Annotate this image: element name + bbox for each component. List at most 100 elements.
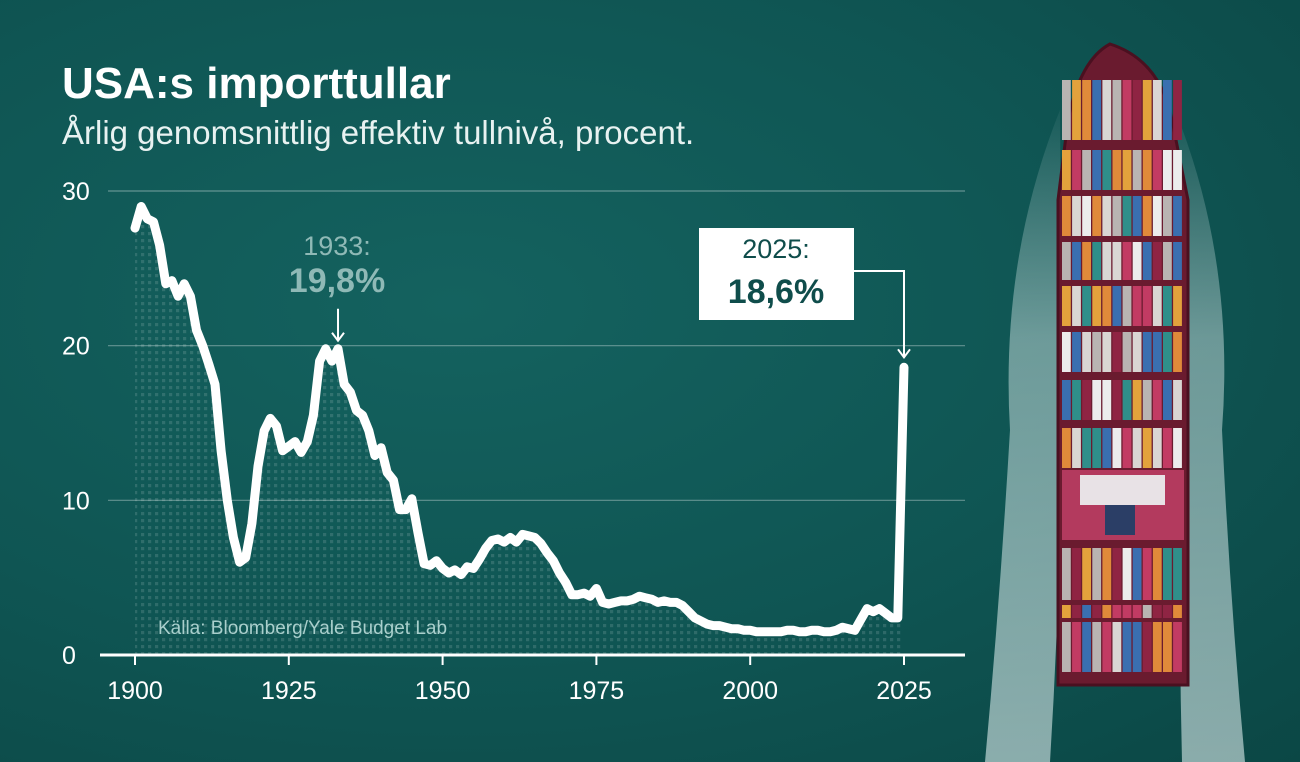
x-tick-label: 1925 <box>261 677 317 705</box>
cargo-container <box>1132 286 1142 326</box>
cargo-container <box>1152 196 1162 236</box>
cargo-container <box>1132 332 1142 372</box>
cargo-container <box>1072 605 1081 618</box>
cargo-container <box>1173 380 1182 420</box>
cargo-container <box>1142 380 1152 420</box>
cargo-container <box>1062 380 1071 420</box>
cargo-container <box>1173 80 1182 140</box>
cargo-container <box>1102 196 1112 236</box>
area-fill <box>135 206 904 655</box>
y-tick-label: 20 <box>62 333 90 361</box>
cargo-container <box>1082 622 1091 672</box>
cargo-container <box>1152 150 1162 190</box>
x-tick-label: 2000 <box>722 677 778 705</box>
cargo-container <box>1082 80 1091 140</box>
cargo-container <box>1092 622 1102 672</box>
cargo-container <box>1102 622 1112 672</box>
cargo-container <box>1122 380 1132 420</box>
cargo-container <box>1072 428 1081 468</box>
cargo-container <box>1132 548 1142 600</box>
cargo-container <box>1173 548 1182 600</box>
cargo-container <box>1112 605 1122 618</box>
cargo-container <box>1132 622 1142 672</box>
cargo-container <box>1072 332 1081 372</box>
cargo-container <box>1112 150 1122 190</box>
cargo-container <box>1082 242 1091 280</box>
cargo-container <box>1163 622 1172 672</box>
y-tick-label: 0 <box>62 642 76 670</box>
cargo-container <box>1173 332 1182 372</box>
cargo-container <box>1102 428 1112 468</box>
x-tick-label: 1950 <box>415 677 471 705</box>
cargo-container <box>1102 332 1112 372</box>
cargo-container <box>1092 80 1102 140</box>
cargo-container <box>1082 428 1091 468</box>
cargo-container <box>1152 332 1162 372</box>
y-tick-label: 30 <box>62 178 90 206</box>
cargo-container <box>1152 548 1162 600</box>
annotation-2025-box <box>699 228 854 320</box>
cargo-container <box>1082 332 1091 372</box>
cargo-container <box>1082 196 1091 236</box>
cargo-container <box>1122 622 1132 672</box>
cargo-container <box>1163 548 1172 600</box>
cargo-container <box>1163 150 1172 190</box>
cargo-container <box>1173 605 1182 618</box>
cargo-container <box>1142 622 1152 672</box>
cargo-container <box>1092 380 1102 420</box>
cargo-container <box>1173 622 1182 672</box>
container-ship-photo <box>985 42 1245 762</box>
cargo-container <box>1112 622 1122 672</box>
cargo-container <box>1163 80 1172 140</box>
cargo-container <box>1122 428 1132 468</box>
cargo-container <box>1102 242 1112 280</box>
cargo-container <box>1142 196 1152 236</box>
cargo-container <box>1122 286 1132 326</box>
cargo-container <box>1102 150 1112 190</box>
y-axis-ticks: 0 10 20 30 <box>62 178 90 670</box>
cargo-container <box>1092 150 1102 190</box>
cargo-container <box>1173 196 1182 236</box>
cargo-container <box>1122 332 1132 372</box>
cargo-container <box>1102 286 1112 326</box>
cargo-container <box>1092 605 1102 618</box>
cargo-container <box>1062 242 1071 280</box>
arrow-2025-path <box>854 270 911 359</box>
source-note: Källa: Bloomberg/Yale Budget Lab <box>158 618 447 639</box>
cargo-container <box>1072 380 1081 420</box>
cargo-container <box>1102 605 1112 618</box>
cargo-container <box>1132 380 1142 420</box>
cargo-container <box>1082 150 1091 190</box>
cargo-container <box>1112 286 1122 326</box>
annotation-1933-year: 1933: <box>303 231 371 261</box>
cargo-container <box>1062 332 1071 372</box>
cargo-container <box>1072 80 1081 140</box>
x-tick-label: 2025 <box>876 677 932 705</box>
cargo-container <box>1152 242 1162 280</box>
annotation-2025-value: 18,6% <box>728 273 824 311</box>
cargo-container <box>1112 548 1122 600</box>
x-tick-label: 1975 <box>569 677 625 705</box>
y-tick-label: 10 <box>62 487 90 515</box>
cargo-container <box>1122 196 1132 236</box>
cargo-container <box>1092 286 1102 326</box>
cargo-container <box>1132 242 1142 280</box>
cargo-container <box>1122 80 1132 140</box>
cargo-container <box>1142 242 1152 280</box>
annotation-1933-arrow <box>331 308 345 343</box>
cargo-container <box>1092 196 1102 236</box>
cargo-container <box>1092 548 1102 600</box>
cargo-container <box>1082 605 1091 618</box>
cargo-container <box>1062 196 1071 236</box>
cargo-container <box>1072 150 1081 190</box>
cargo-container <box>1132 605 1142 618</box>
cargo-container <box>1152 286 1162 326</box>
cargo-container <box>1102 380 1112 420</box>
cargo-container <box>1163 605 1172 618</box>
annotation-2025: 2025: 18,6% <box>699 228 911 359</box>
cargo-container <box>1122 548 1132 600</box>
cargo-container <box>1082 286 1091 326</box>
cargo-container <box>1132 150 1142 190</box>
tariff-line <box>130 202 909 637</box>
